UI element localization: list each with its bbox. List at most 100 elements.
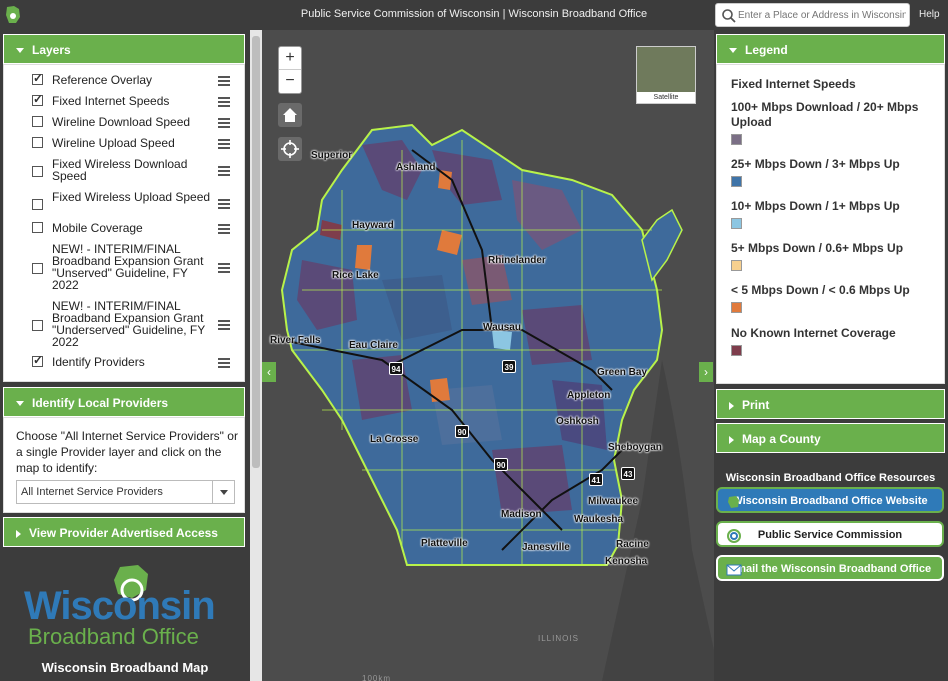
layer-identify-providers[interactable]: Identify Providers bbox=[32, 353, 237, 370]
drag-handle-icon[interactable] bbox=[218, 166, 230, 176]
legend-panel: Fixed Internet Speeds 100+ Mbps Download… bbox=[716, 64, 945, 384]
drag-handle-icon[interactable] bbox=[218, 263, 230, 273]
city-label: Rhinelander bbox=[488, 255, 546, 266]
drag-handle-icon[interactable] bbox=[218, 76, 230, 86]
basemap-toggle[interactable]: Satellite bbox=[636, 46, 696, 104]
drag-handle-icon[interactable] bbox=[218, 320, 230, 330]
help-link[interactable]: Help bbox=[919, 9, 940, 20]
layer-checkbox[interactable] bbox=[32, 353, 43, 367]
collapse-left-panel-icon[interactable]: ‹ bbox=[262, 362, 276, 382]
layer-checkbox[interactable] bbox=[32, 71, 43, 85]
collapse-right-panel-icon[interactable]: › bbox=[699, 362, 713, 382]
city-label: Oshkosh bbox=[556, 416, 599, 427]
drag-handle-icon[interactable] bbox=[218, 139, 230, 149]
resources-title: Wisconsin Broadband Office Resources bbox=[725, 472, 936, 484]
layer-checkbox[interactable] bbox=[32, 166, 43, 177]
locate-button[interactable] bbox=[278, 137, 302, 161]
app-title: Public Service Commission of Wisconsin |… bbox=[300, 8, 648, 20]
city-label: La Crosse bbox=[370, 434, 419, 445]
city-label: Kenosha bbox=[605, 556, 648, 567]
drag-handle-icon[interactable] bbox=[218, 118, 230, 128]
wisconsin-logo-icon bbox=[728, 496, 739, 508]
legend-header[interactable]: Legend bbox=[716, 34, 945, 64]
search-box[interactable] bbox=[715, 3, 910, 27]
map-label-illinois: ILLINOIS bbox=[538, 634, 579, 643]
layer-label: Fixed Wireless Upload Speed bbox=[52, 190, 211, 204]
brand-line-1: Wisconsin bbox=[24, 584, 216, 628]
layers-panel-header[interactable]: Layers bbox=[3, 34, 245, 64]
highway-shield: 94 bbox=[389, 362, 403, 375]
wbo-website-button[interactable]: Wisconsin Broadband Office Website bbox=[716, 487, 944, 513]
city-label: Green Bay bbox=[597, 367, 648, 378]
search-input[interactable] bbox=[738, 6, 906, 24]
wisconsin-broadband-logo: Wisconsin Broadband Office bbox=[20, 562, 230, 649]
city-label: Ashland bbox=[396, 162, 436, 173]
legend-item-label: No Known Internet Coverage bbox=[731, 326, 896, 340]
zoom-in-button[interactable]: + bbox=[279, 47, 301, 70]
layer-underserved-guideline[interactable]: NEW! - INTERIM/FINAL Broadband Expansion… bbox=[32, 300, 237, 350]
layer-wireline-download[interactable]: Wireline Download Speed bbox=[32, 116, 237, 130]
layer-unserved-guideline[interactable]: NEW! - INTERIM/FINAL Broadband Expansion… bbox=[32, 243, 237, 293]
layer-checkbox[interactable] bbox=[32, 199, 43, 210]
layer-label: NEW! - INTERIM/FINAL Broadband Expansion… bbox=[52, 242, 204, 292]
email-wbo-button[interactable]: Email the Wisconsin Broadband Office bbox=[716, 555, 944, 581]
legend-item-label: 100+ Mbps Download / 20+ Mbps Upload bbox=[731, 100, 919, 129]
layer-label: Mobile Coverage bbox=[52, 221, 143, 235]
chevron-right-icon bbox=[16, 529, 21, 538]
legend-item-label: 5+ Mbps Down / 0.6+ Mbps Up bbox=[731, 241, 904, 255]
layers-list: Reference Overlay Fixed Internet Speeds … bbox=[3, 64, 245, 382]
layer-label: Reference Overlay bbox=[52, 73, 153, 87]
city-label: Milwaukee bbox=[588, 496, 639, 507]
legend-swatch bbox=[731, 260, 742, 271]
city-label: Rice Lake bbox=[332, 270, 379, 281]
view-provider-header[interactable]: View Provider Advertised Access bbox=[3, 517, 245, 547]
chevron-right-icon bbox=[729, 401, 734, 410]
layer-fixed-wireless-upload[interactable]: Fixed Wireless Upload Speed bbox=[32, 191, 237, 217]
map-scale-bar: 100km bbox=[362, 674, 392, 681]
wisconsin-logo-icon[interactable] bbox=[4, 5, 22, 25]
map-a-county-header[interactable]: Map a County bbox=[716, 423, 945, 453]
layer-label: Identify Providers bbox=[52, 355, 145, 369]
legend-swatch bbox=[731, 176, 742, 187]
layer-checkbox[interactable] bbox=[32, 116, 43, 127]
chevron-down-icon bbox=[16, 48, 24, 54]
city-label: Madison bbox=[501, 509, 542, 520]
scrollbar-thumb[interactable] bbox=[252, 36, 260, 468]
print-header[interactable]: Print bbox=[716, 389, 945, 419]
wisconsin-map-graphic[interactable] bbox=[262, 30, 714, 681]
city-label: Superior bbox=[311, 150, 353, 161]
layer-checkbox[interactable] bbox=[32, 92, 43, 106]
psc-button[interactable]: Public Service Commission bbox=[716, 521, 944, 547]
layer-checkbox[interactable] bbox=[32, 222, 43, 233]
layer-checkbox[interactable] bbox=[32, 263, 43, 274]
layers-title: Layers bbox=[32, 43, 71, 57]
drag-handle-icon[interactable] bbox=[218, 358, 230, 368]
drag-handle-icon[interactable] bbox=[218, 199, 230, 209]
city-label: River Falls bbox=[270, 335, 321, 346]
city-label: Janesville bbox=[522, 542, 570, 553]
chevron-down-icon[interactable] bbox=[212, 481, 234, 503]
drag-handle-icon[interactable] bbox=[218, 224, 230, 234]
layer-checkbox[interactable] bbox=[32, 320, 43, 331]
layer-fixed-wireless-download[interactable]: Fixed Wireless Download Speed bbox=[32, 158, 237, 184]
home-button[interactable] bbox=[278, 103, 302, 127]
layer-checkbox[interactable] bbox=[32, 137, 43, 148]
highway-shield: 43 bbox=[621, 467, 635, 480]
layer-label: NEW! - INTERIM/FINAL Broadband Expansion… bbox=[52, 299, 206, 349]
identify-providers-header[interactable]: Identify Local Providers bbox=[3, 387, 245, 417]
legend-item-label: 25+ Mbps Down / 3+ Mbps Up bbox=[731, 157, 900, 171]
provider-select[interactable]: All Internet Service Providers bbox=[16, 480, 235, 504]
identify-providers-panel: Choose "All Internet Service Providers" … bbox=[3, 417, 245, 513]
brand-line-2: Broadband Office bbox=[28, 624, 199, 649]
layer-mobile-coverage[interactable]: Mobile Coverage bbox=[32, 222, 237, 236]
layer-label: Wireline Upload Speed bbox=[52, 136, 175, 150]
zoom-out-button[interactable]: − bbox=[285, 72, 295, 89]
drag-handle-icon[interactable] bbox=[218, 97, 230, 107]
map-view[interactable]: ILLINOIS 100km bbox=[262, 30, 714, 681]
app-header: Public Service Commission of Wisconsin |… bbox=[0, 0, 948, 30]
layer-fixed-internet-speeds[interactable]: Fixed Internet Speeds bbox=[32, 92, 237, 109]
layer-reference-overlay[interactable]: Reference Overlay bbox=[32, 71, 237, 88]
city-label: Hayward bbox=[352, 220, 394, 231]
highway-shield: 39 bbox=[502, 360, 516, 373]
layer-wireline-upload[interactable]: Wireline Upload Speed bbox=[32, 137, 237, 151]
